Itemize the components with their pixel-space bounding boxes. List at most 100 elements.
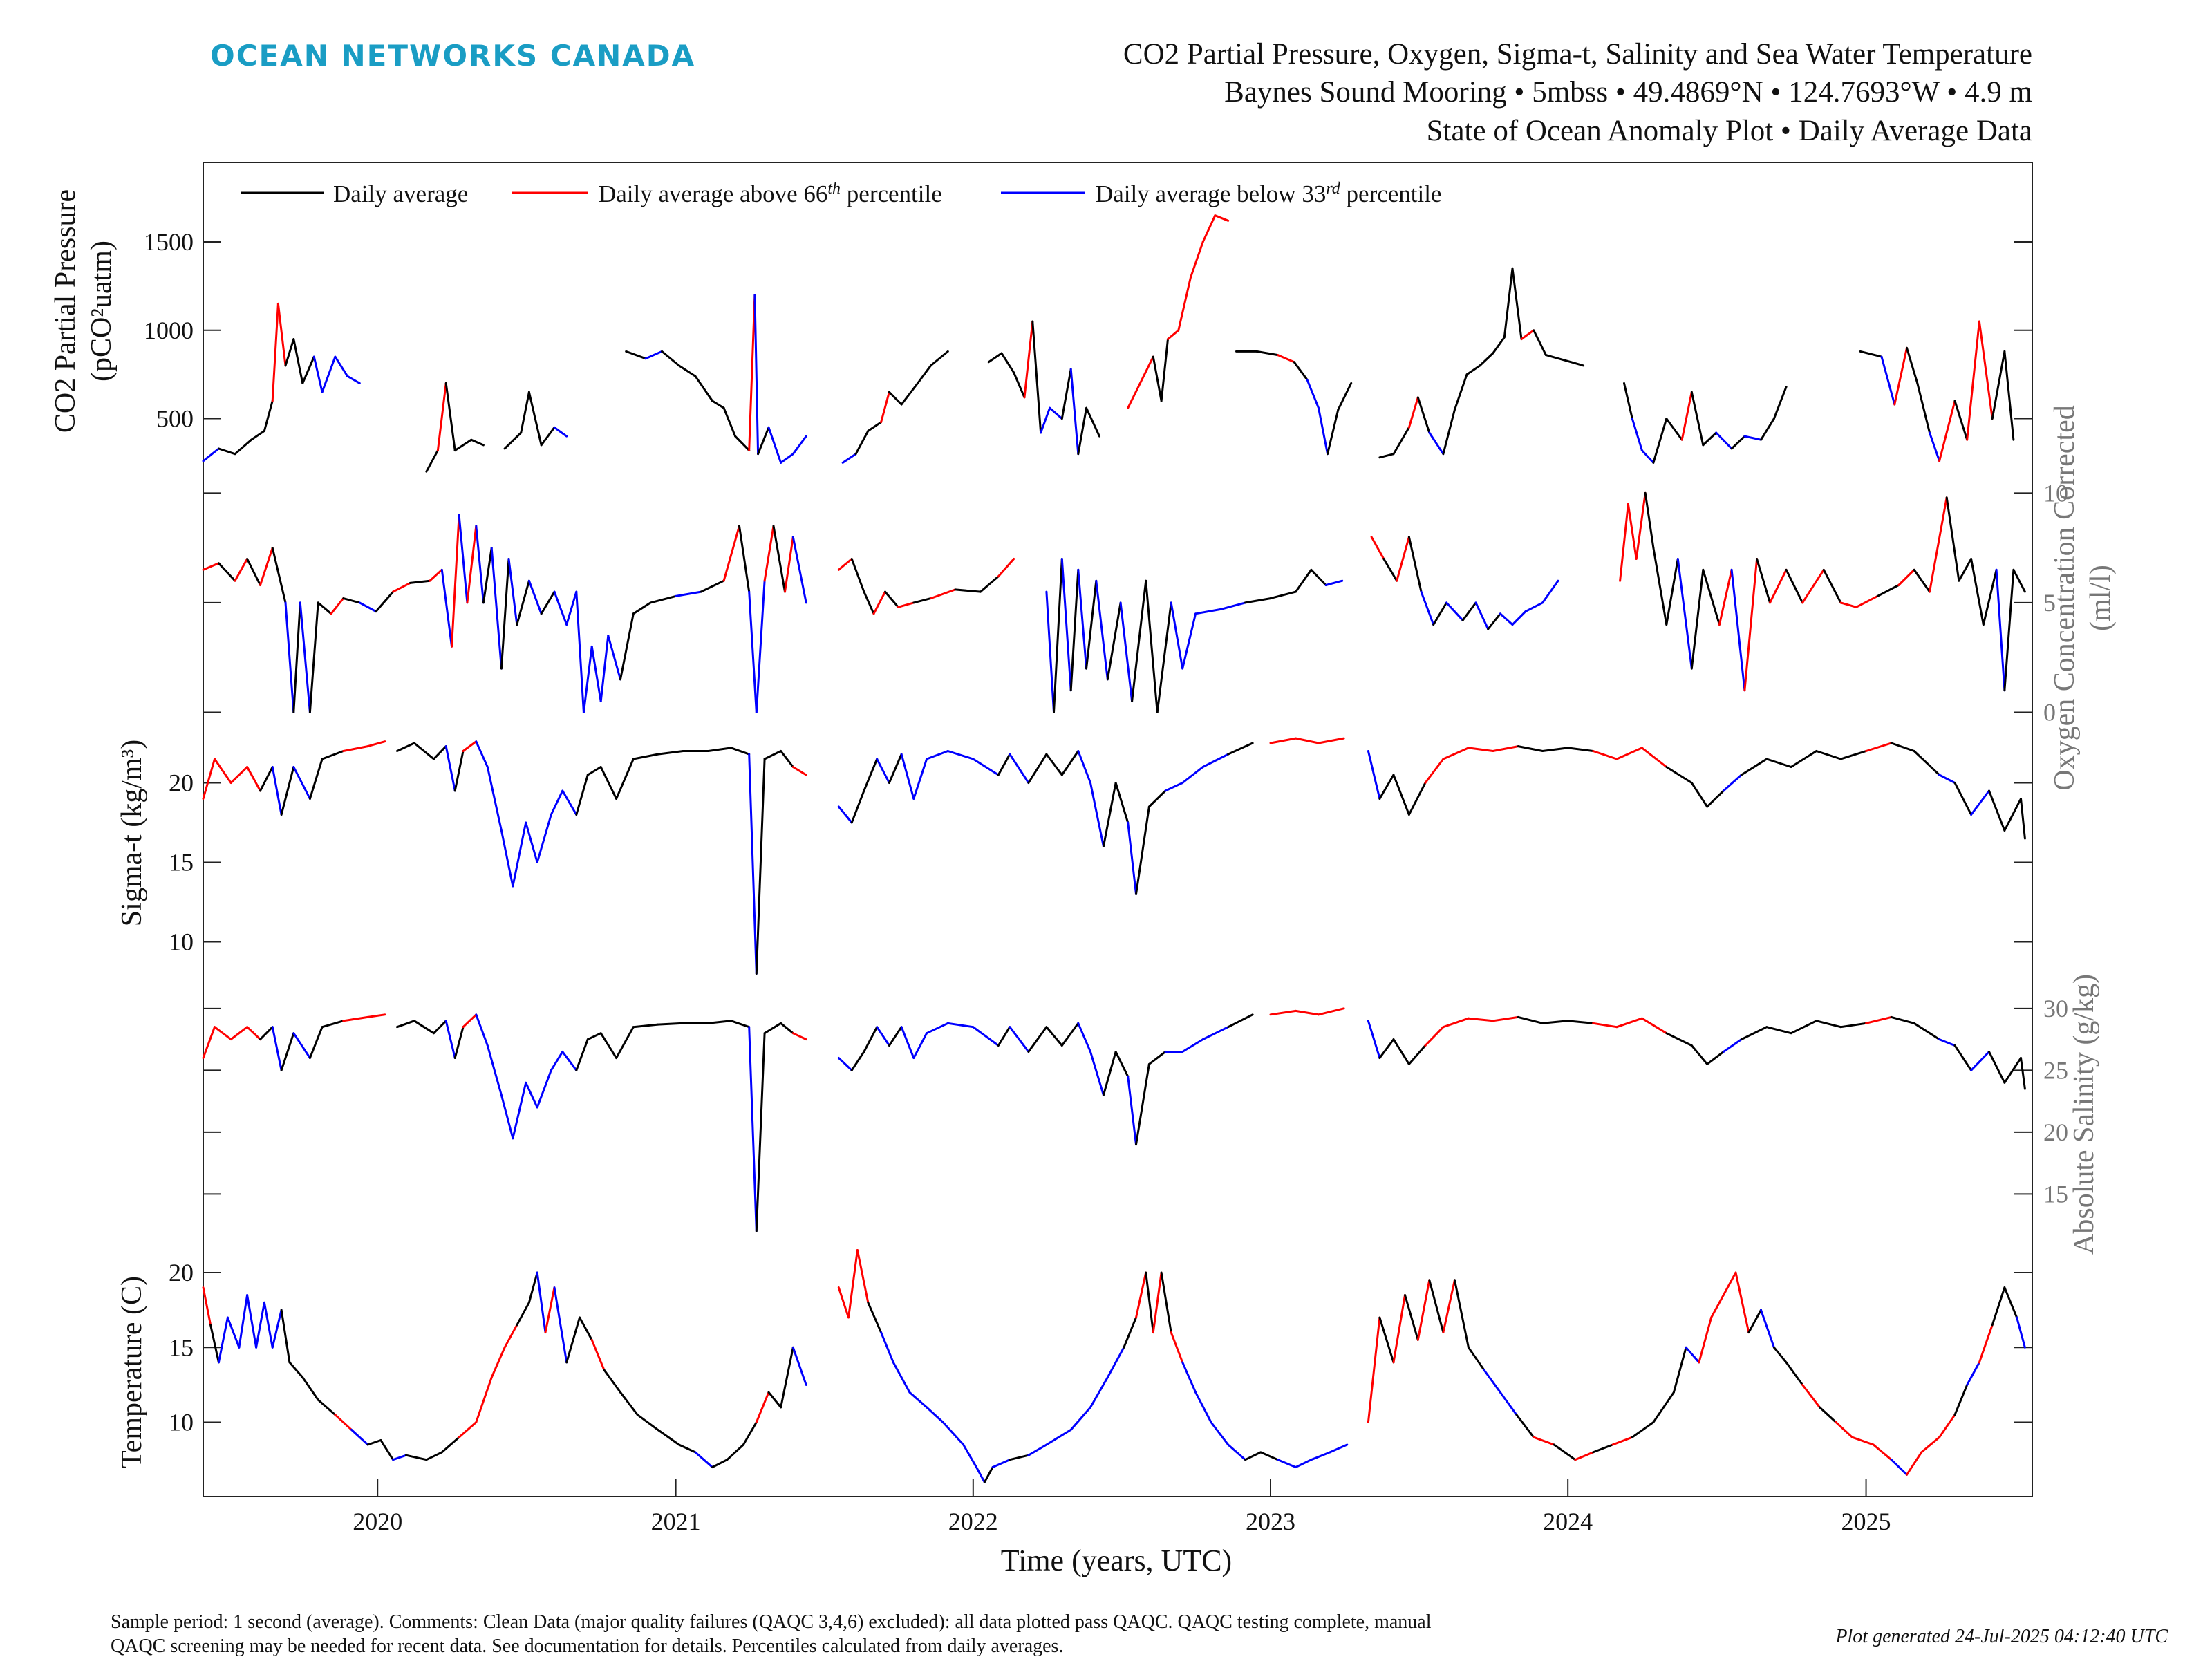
series-segment-temperature bbox=[1920, 1436, 1941, 1454]
series-segment-sigma bbox=[453, 750, 465, 792]
series-segment-salinity bbox=[292, 1032, 311, 1059]
series-segment-sigma bbox=[536, 814, 552, 863]
series-segment-co2 bbox=[1479, 352, 1494, 367]
series-segment-sigma bbox=[1295, 737, 1320, 744]
series-segment-salinity bbox=[888, 1026, 903, 1047]
series-segment-salinity bbox=[1953, 1044, 1973, 1071]
series-segment-sigma bbox=[1740, 758, 1768, 776]
series-segment-oxygen bbox=[565, 590, 578, 626]
series-segment-sigma bbox=[1135, 805, 1150, 895]
series-segment-sigma bbox=[850, 789, 865, 824]
series-segment-co2 bbox=[917, 364, 932, 384]
series-segment-co2 bbox=[2003, 350, 2015, 441]
series-segment-salinity bbox=[1913, 1022, 1941, 1041]
legend-below-post: percentile bbox=[1340, 180, 1442, 207]
series-segment-temperature bbox=[1428, 1279, 1445, 1334]
series-segment-co2 bbox=[263, 400, 274, 432]
legend-label-above: Daily average above 66th percentile bbox=[599, 180, 942, 207]
series-segment-sigma bbox=[1890, 742, 1915, 752]
series-segment-salinity bbox=[791, 1032, 807, 1041]
series-segment-salinity bbox=[850, 1051, 865, 1071]
series-segment-oxygen bbox=[1913, 568, 1931, 593]
series-segment-co2 bbox=[1318, 406, 1329, 456]
series-segment-co2 bbox=[553, 426, 568, 438]
series-segment-sigma bbox=[707, 747, 733, 752]
series-segment-sigma bbox=[500, 830, 514, 888]
legend-label-daily: Daily average bbox=[333, 180, 468, 207]
legend-below-text: Daily average below 33 bbox=[1096, 180, 1326, 207]
footer-note-line1: Sample period: 1 second (average). Comme… bbox=[111, 1611, 1432, 1633]
series-segment-sigma bbox=[1392, 774, 1410, 816]
y-tick-label-sigma: 20 bbox=[169, 769, 194, 797]
series-segment-sigma bbox=[876, 758, 890, 784]
series-segment-co2 bbox=[1492, 336, 1506, 355]
series-segment-sigma bbox=[657, 750, 684, 756]
series-segment-salinity bbox=[453, 1026, 465, 1059]
series-segment-temperature bbox=[1553, 1443, 1577, 1461]
series-segment-sigma bbox=[912, 758, 928, 800]
series-segment-temperature bbox=[1574, 1451, 1595, 1461]
series-segment-co2 bbox=[1991, 350, 2006, 420]
x-tick-label: 2022 bbox=[948, 1508, 998, 1535]
logo: OCEAN NETWORKS CANADA bbox=[210, 39, 695, 73]
series-segment-oxygen bbox=[2003, 568, 2015, 692]
series-segment-co2 bbox=[1640, 449, 1655, 464]
series-segment-oxygen bbox=[649, 594, 677, 604]
footer-note-line2: QAQC screening may be needed for recent … bbox=[111, 1635, 1063, 1657]
series-segment-oxygen bbox=[490, 547, 503, 670]
series-segment-sigma bbox=[550, 789, 564, 816]
x-tick-label: 2024 bbox=[1543, 1508, 1593, 1535]
series-segment-salinity bbox=[462, 1013, 478, 1029]
y-tick-label-oxygen: 10 bbox=[2043, 479, 2068, 507]
series-segment-temperature bbox=[1722, 1271, 1737, 1296]
series-segment-temperature bbox=[867, 1301, 883, 1334]
series-segment-salinity bbox=[1060, 1022, 1080, 1047]
series-segment-oxygen bbox=[527, 579, 543, 615]
series-segment-sigma bbox=[1765, 758, 1792, 768]
series-segment-salinity bbox=[755, 1032, 766, 1232]
series-segment-sigma bbox=[599, 766, 618, 800]
series-segment-salinity bbox=[246, 1026, 261, 1041]
series-segment-oxygen bbox=[466, 525, 478, 604]
series-segment-salinity bbox=[1367, 1020, 1381, 1059]
series-segment-sigma bbox=[780, 750, 794, 768]
series-segment-salinity bbox=[1690, 1044, 1709, 1065]
series-segment-temperature bbox=[677, 1443, 697, 1454]
series-segment-oxygen bbox=[1665, 558, 1679, 626]
series-segment-salinity bbox=[1970, 1051, 1990, 1071]
series-segment-salinity bbox=[475, 1013, 489, 1047]
series-segment-salinity bbox=[413, 1020, 435, 1035]
series-segment-co2 bbox=[1337, 382, 1353, 411]
series-segment-temperature bbox=[271, 1309, 283, 1349]
series-segment-salinity bbox=[1392, 1038, 1410, 1065]
series-segment-co2 bbox=[1152, 355, 1163, 402]
series-segment-co2 bbox=[1665, 418, 1683, 441]
series-segment-oxygen bbox=[458, 514, 469, 604]
series-segment-oxygen bbox=[1370, 536, 1385, 560]
series-segment-salinity bbox=[1722, 1038, 1743, 1053]
y-tick-label-oxygen: 5 bbox=[2043, 589, 2056, 617]
series-segment-co2 bbox=[1023, 320, 1034, 399]
panel-salinity: 15 20 25 30 bbox=[202, 982, 2068, 1237]
legend-above-post: percentile bbox=[841, 180, 942, 207]
series-segment-co2 bbox=[540, 426, 556, 447]
series-segment-co2 bbox=[841, 453, 857, 464]
series-segment-co2 bbox=[1138, 355, 1154, 384]
x-tick-label: 2021 bbox=[651, 1508, 701, 1535]
series-segment-oxygen bbox=[284, 601, 295, 713]
series-segment-oxygen bbox=[234, 558, 249, 582]
series-segment-temperature bbox=[209, 1324, 220, 1364]
series-segment-co2 bbox=[1880, 355, 1896, 406]
series-segment-salinity bbox=[900, 1026, 915, 1059]
series-segment-temperature bbox=[791, 1346, 807, 1386]
series-segment-salinity bbox=[1566, 1020, 1595, 1024]
series-segment-oxygen bbox=[1769, 568, 1788, 604]
series-segment-sigma bbox=[632, 753, 659, 760]
series-segment-sigma bbox=[433, 745, 447, 760]
series-segment-temperature bbox=[975, 1466, 986, 1483]
series-segment-temperature bbox=[1760, 1309, 1775, 1349]
series-segment-co2 bbox=[694, 375, 714, 402]
series-segment-salinity bbox=[863, 1026, 879, 1053]
series-segment-temperature bbox=[1818, 1406, 1837, 1423]
series-segment-co2 bbox=[677, 364, 697, 377]
